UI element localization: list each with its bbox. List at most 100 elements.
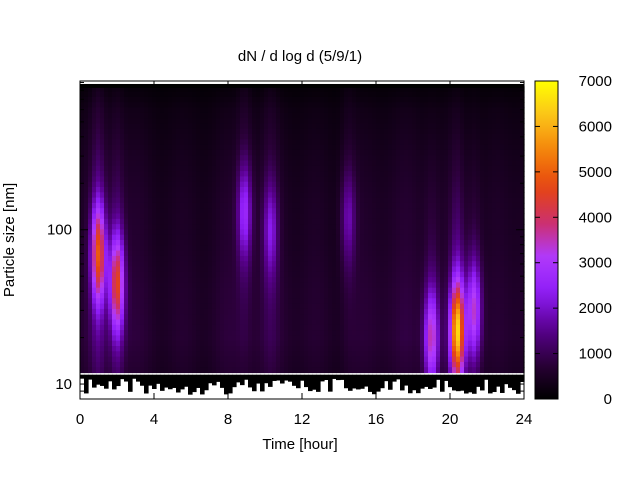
heatmap-cell xyxy=(360,303,365,310)
heatmap-cell xyxy=(416,139,421,146)
heatmap-cell xyxy=(212,356,217,363)
heatmap-cell xyxy=(380,266,385,273)
heatmap-cell xyxy=(232,308,237,315)
heatmap-cell xyxy=(408,330,413,336)
heatmap-cell xyxy=(356,234,361,241)
heatmap-cell xyxy=(128,128,133,135)
heatmap-cell xyxy=(184,107,189,114)
heatmap-cell xyxy=(92,144,97,151)
heatmap-cell xyxy=(324,118,329,124)
heatmap-cell xyxy=(340,361,345,368)
heatmap-cell xyxy=(448,192,453,199)
heatmap-cell xyxy=(416,266,421,273)
heatmap-cell xyxy=(292,123,297,130)
heatmap-cell xyxy=(100,255,105,262)
heatmap-cell xyxy=(100,208,105,215)
heatmap-cell xyxy=(220,240,225,246)
heatmap-cell xyxy=(248,224,253,230)
heatmap-cell xyxy=(100,91,105,98)
heatmap-cell xyxy=(300,123,305,130)
heatmap-cell xyxy=(208,213,213,220)
heatmap-cell xyxy=(332,112,337,119)
heatmap-cell xyxy=(216,144,221,151)
heatmap-cell xyxy=(124,112,129,119)
heatmap-cell xyxy=(88,91,93,98)
heatmap-cell xyxy=(252,229,257,236)
heatmap-cell xyxy=(204,356,209,363)
heatmap-cell xyxy=(400,298,405,305)
heatmap-cell xyxy=(164,192,169,199)
heatmap-cell xyxy=(412,245,417,252)
heatmap-cell xyxy=(184,324,189,331)
heatmap-cell xyxy=(244,181,249,188)
heatmap-cell xyxy=(300,139,305,146)
heatmap-cell xyxy=(148,192,153,199)
heatmap-cell xyxy=(344,271,349,278)
heatmap-cell xyxy=(140,134,145,140)
heatmap-cell xyxy=(216,340,221,347)
heatmap-cell xyxy=(92,171,97,177)
heatmap-cell xyxy=(108,361,113,368)
heatmap-cell xyxy=(228,250,233,257)
heatmap-cell xyxy=(276,176,281,183)
heatmap-cell xyxy=(408,91,413,98)
heatmap-cell xyxy=(284,298,289,305)
heatmap-cell xyxy=(240,139,245,146)
heatmap-cell xyxy=(204,298,209,305)
heatmap-cell xyxy=(164,112,169,119)
heatmap-cell xyxy=(124,149,129,156)
heatmap-cell xyxy=(440,86,445,93)
heatmap-cell xyxy=(88,234,93,241)
heatmap-cell xyxy=(316,261,321,268)
heatmap-cell xyxy=(84,340,89,347)
heatmap-cell xyxy=(372,134,377,140)
heatmap-cell xyxy=(312,224,317,230)
heatmap-cell xyxy=(316,287,321,294)
heatmap-cell xyxy=(376,298,381,305)
heatmap-cell xyxy=(188,351,193,358)
heatmap-cell xyxy=(440,367,445,374)
heatmap-cell xyxy=(116,293,121,299)
heatmap-cell xyxy=(272,213,277,220)
heatmap-cell xyxy=(284,250,289,257)
heatmap-cell xyxy=(376,346,381,352)
heatmap-cell xyxy=(432,367,437,374)
heatmap-cell xyxy=(284,181,289,188)
heatmap-cell xyxy=(260,250,265,257)
heatmap-cell xyxy=(388,123,393,130)
heatmap-cell xyxy=(444,181,449,188)
heatmap-cell xyxy=(276,346,281,352)
heatmap-cell xyxy=(308,86,313,93)
heatmap-cell xyxy=(248,171,253,177)
heatmap-cell xyxy=(280,266,285,273)
heatmap-cell xyxy=(100,149,105,156)
heatmap-cell xyxy=(440,245,445,252)
heatmap-cell xyxy=(120,324,125,331)
heatmap-cell xyxy=(332,250,337,257)
heatmap-cell xyxy=(240,128,245,135)
heatmap-cell xyxy=(96,367,101,374)
heatmap-cell xyxy=(352,361,357,368)
heatmap-cell xyxy=(400,144,405,151)
heatmap-cell xyxy=(124,123,129,130)
heatmap-cell xyxy=(296,330,301,336)
heatmap-cell xyxy=(80,346,85,352)
heatmap-cell xyxy=(104,367,109,374)
heatmap-cell xyxy=(92,319,97,326)
heatmap-cell xyxy=(288,330,293,336)
heatmap-cell xyxy=(180,303,185,310)
heatmap-cell xyxy=(440,319,445,326)
heatmap-cell xyxy=(440,165,445,172)
heatmap-cell xyxy=(192,277,197,283)
heatmap-cell xyxy=(436,303,441,310)
heatmap-cell xyxy=(220,160,225,167)
heatmap-cell xyxy=(300,181,305,188)
heatmap-cell xyxy=(404,319,409,326)
heatmap-cell xyxy=(272,139,277,146)
heatmap-cell xyxy=(416,293,421,299)
heatmap-cell xyxy=(308,234,313,241)
heatmap-cell xyxy=(408,346,413,352)
heatmap-cell xyxy=(416,86,421,93)
heatmap-cell xyxy=(88,367,93,374)
heatmap-cell xyxy=(368,261,373,268)
